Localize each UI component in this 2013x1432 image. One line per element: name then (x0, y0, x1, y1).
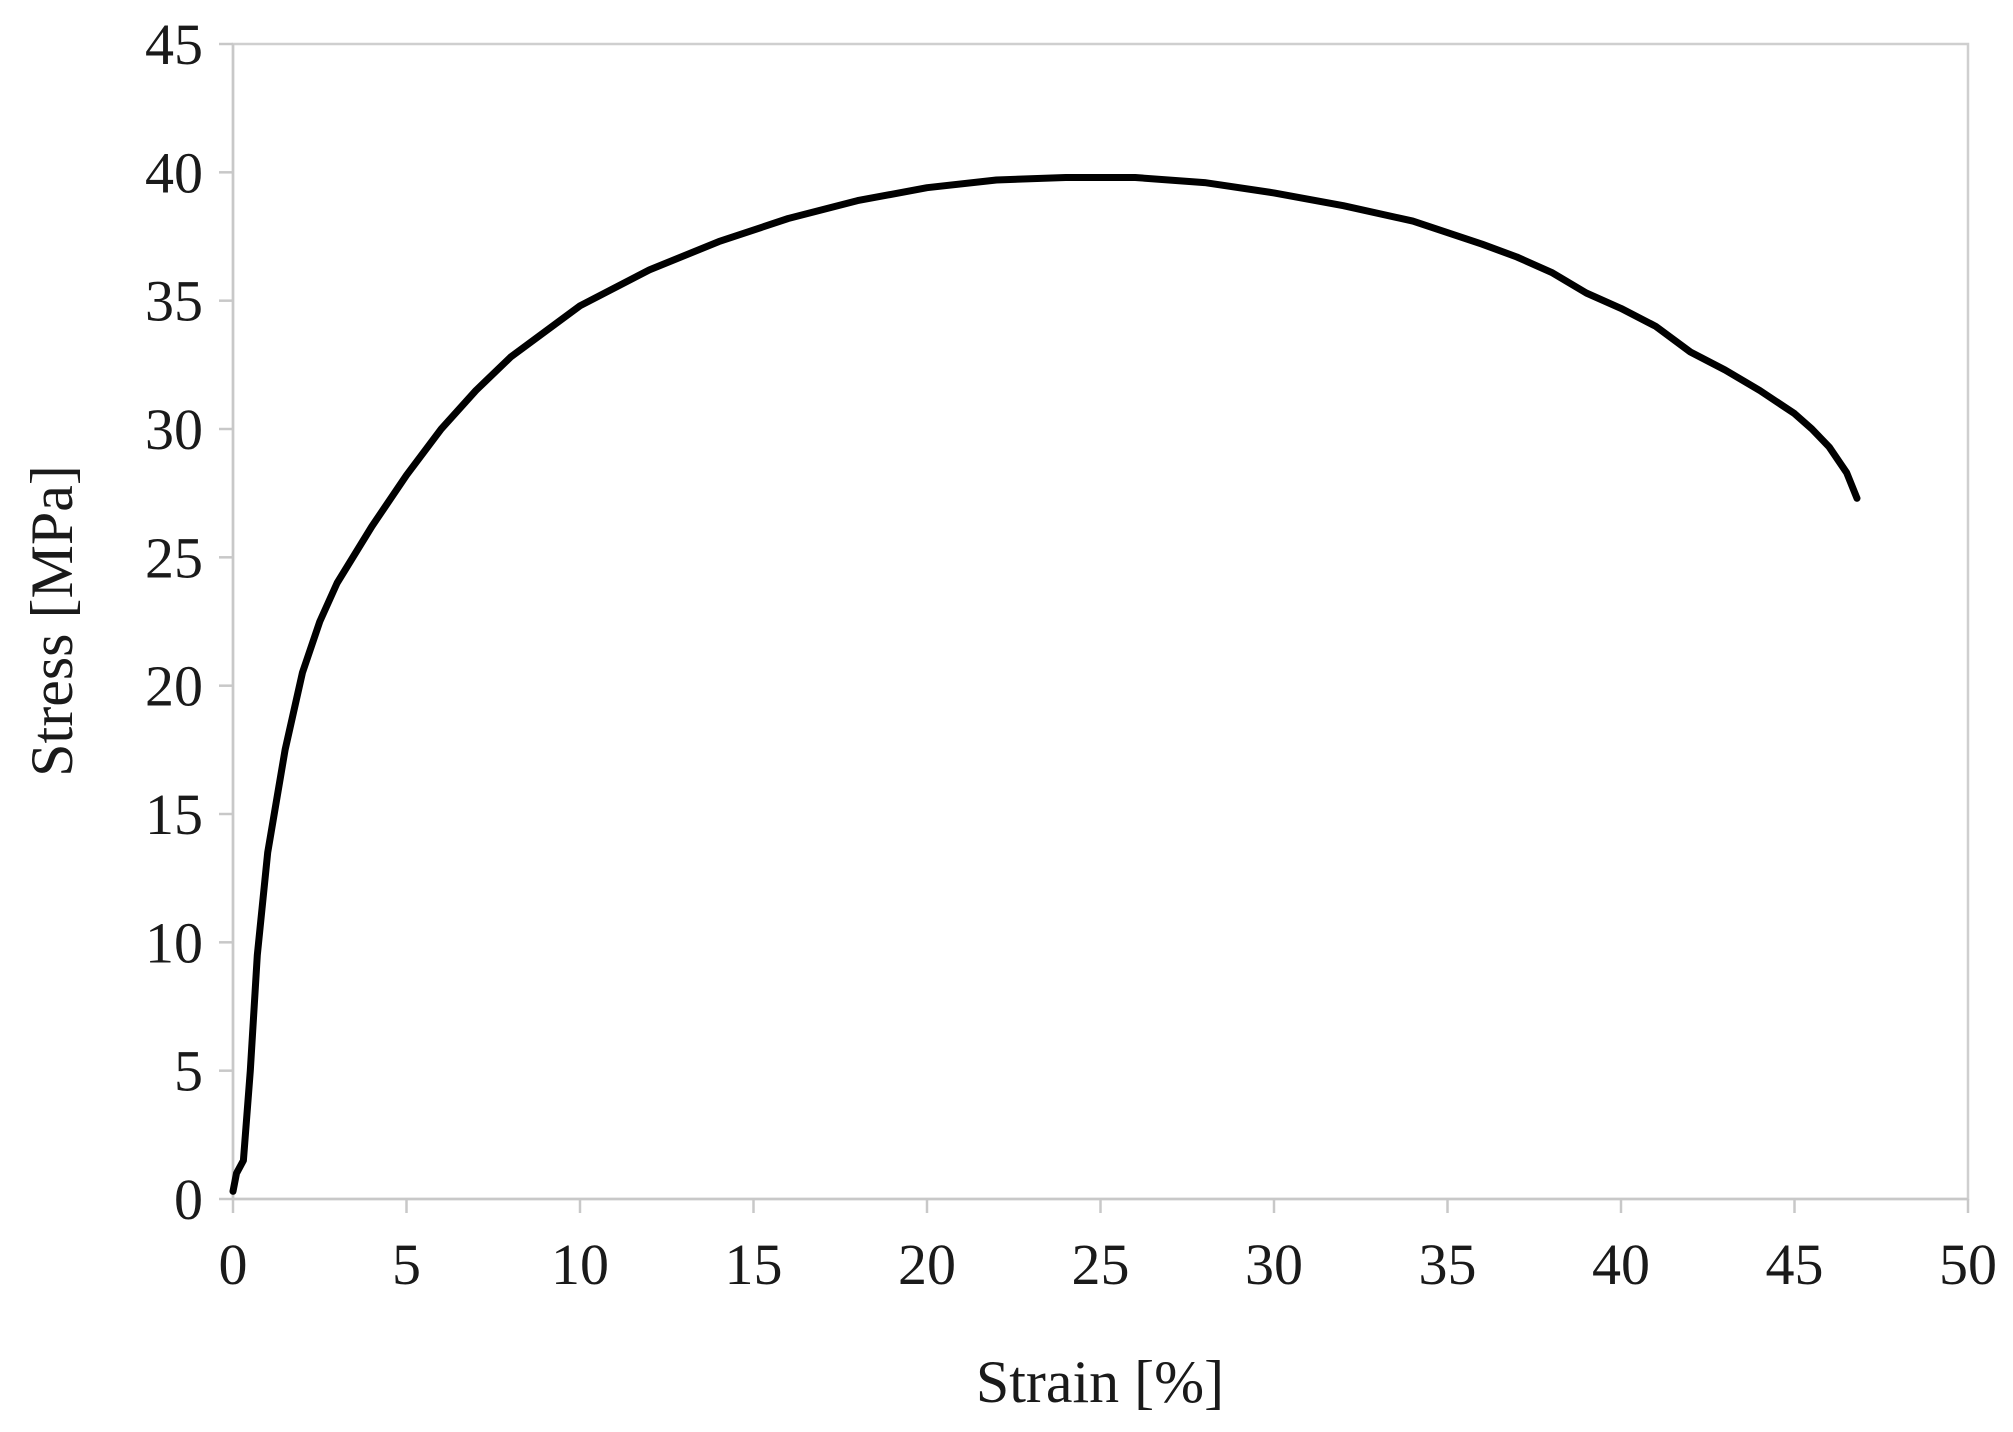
x-tick-label: 35 (1419, 1232, 1477, 1297)
y-tick-label: 0 (174, 1167, 203, 1232)
x-tick-label: 0 (219, 1232, 248, 1297)
x-axis-ticks: 0 5 10 15 20 25 30 35 40 45 50 (219, 1199, 1997, 1297)
y-tick-label: 25 (145, 525, 203, 590)
plot-area-frame (231, 42, 1970, 1201)
x-tick-label: 30 (1245, 1232, 1303, 1297)
y-tick-label: 40 (145, 140, 203, 205)
x-tick-label: 15 (725, 1232, 783, 1297)
stress-strain-curve (229, 174, 1861, 1195)
y-tick-label: 45 (145, 12, 203, 77)
y-tick-label: 20 (145, 654, 203, 719)
x-axis-title: Strain [%] (976, 1349, 1224, 1415)
y-tick-label: 35 (145, 269, 203, 334)
x-tick-label: 25 (1072, 1232, 1130, 1297)
y-tick-label: 30 (145, 397, 203, 462)
x-tick-label: 20 (898, 1232, 956, 1297)
y-axis-title: Stress [MPa] (19, 465, 85, 777)
y-tick-label: 15 (145, 782, 203, 847)
y-axis-ticks: 0 5 10 15 20 25 30 35 40 45 (145, 12, 233, 1232)
y-tick-label: 10 (145, 910, 203, 975)
y-tick-label: 5 (174, 1039, 203, 1104)
x-tick-label: 10 (551, 1232, 609, 1297)
x-tick-label: 50 (1939, 1232, 1997, 1297)
x-tick-label: 45 (1766, 1232, 1824, 1297)
x-tick-label: 5 (392, 1232, 421, 1297)
x-tick-label: 40 (1592, 1232, 1650, 1297)
